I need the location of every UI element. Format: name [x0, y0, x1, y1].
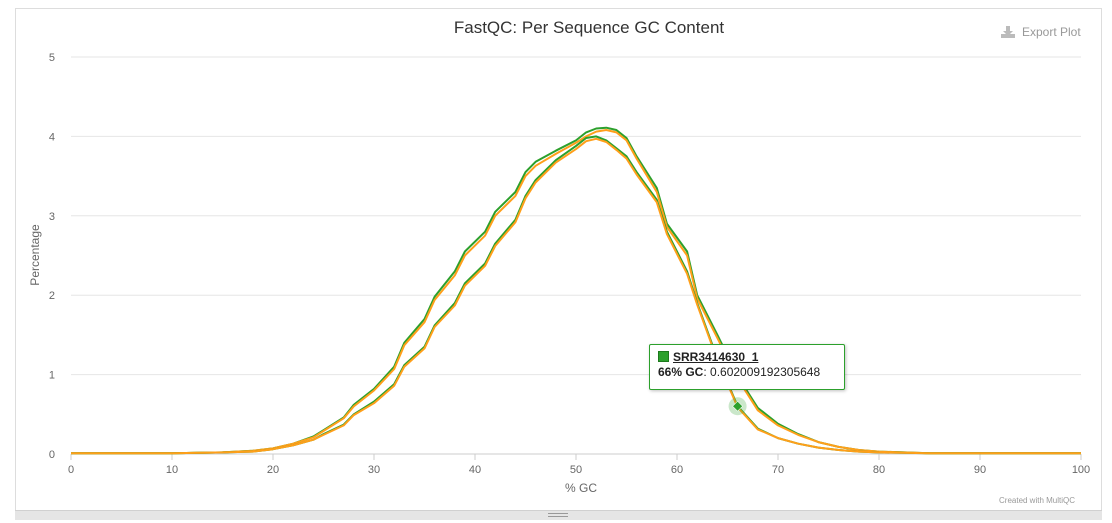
series-line-2[interactable] — [71, 129, 1081, 455]
x-tick-label: 60 — [671, 464, 683, 476]
series-lines — [71, 126, 1081, 455]
export-plot-label: Export Plot — [1022, 25, 1081, 39]
x-tick-label: 30 — [368, 464, 380, 476]
y-tick-label: 0 — [49, 449, 55, 461]
download-icon — [1000, 25, 1016, 39]
y-axis-label: Percentage — [28, 224, 42, 286]
y-tick-label: 1 — [49, 370, 55, 382]
resize-handle[interactable] — [15, 510, 1102, 520]
resize-grip-icon — [548, 513, 568, 517]
tooltip-key: 66% GC — [658, 365, 704, 379]
x-tick-label: 20 — [267, 464, 279, 476]
x-tick-label: 80 — [873, 464, 885, 476]
series-line-1[interactable] — [71, 126, 1081, 455]
tooltip-sample-name[interactable]: SRR3414630_1 — [673, 350, 759, 364]
data-point-tooltip: SRR3414630_1 66% GC: 0.602009192305648 — [649, 344, 845, 390]
x-tick-label: 100 — [1072, 464, 1090, 476]
x-axis-label: % GC — [565, 481, 597, 495]
y-tick-label: 2 — [49, 290, 55, 302]
plot-container — [15, 8, 1102, 513]
chart-title: FastQC: Per Sequence GC Content — [454, 18, 725, 37]
created-with-credit[interactable]: Created with MultiQC — [999, 496, 1076, 505]
hover-marker-layer — [728, 397, 747, 416]
x-tick-label: 40 — [469, 464, 481, 476]
series-color-swatch — [658, 351, 669, 362]
x-tick-label: 0 — [68, 464, 74, 476]
x-tick-label: 50 — [570, 464, 582, 476]
hover-point-marker[interactable] — [732, 400, 743, 412]
y-tick-label: 3 — [49, 211, 55, 223]
x-tick-label: 70 — [772, 464, 784, 476]
tooltip-value: 0.602009192305648 — [710, 365, 821, 379]
x-tick-label: 10 — [166, 464, 178, 476]
y-tick-label: 4 — [49, 131, 55, 143]
export-plot-button[interactable]: Export Plot — [1000, 22, 1081, 42]
grid-lines — [71, 56, 1081, 376]
series-line-4[interactable] — [71, 137, 1081, 455]
x-tick-label: 90 — [974, 464, 986, 476]
y-tick-label: 5 — [49, 52, 55, 64]
